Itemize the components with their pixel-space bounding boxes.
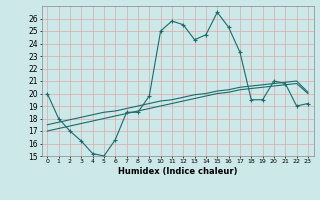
X-axis label: Humidex (Indice chaleur): Humidex (Indice chaleur): [118, 167, 237, 176]
